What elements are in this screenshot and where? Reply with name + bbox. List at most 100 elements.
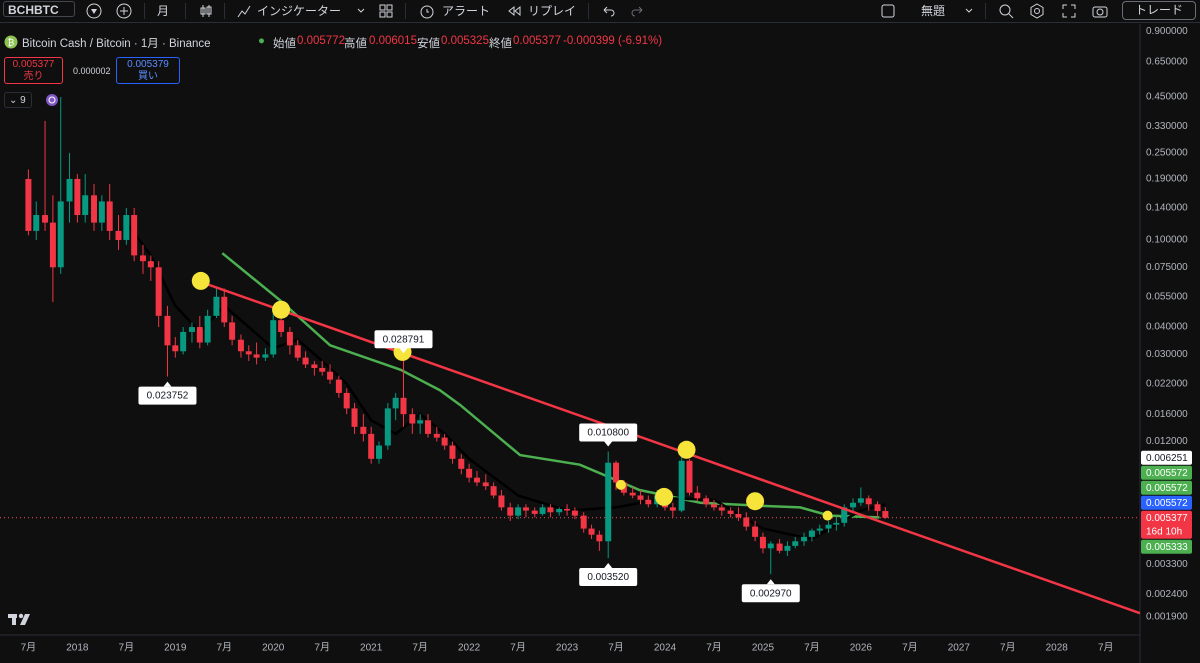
price-tag-label: 0.005377 <box>1146 513 1188 524</box>
candle-body <box>270 320 277 355</box>
candle-body <box>522 507 529 511</box>
alert-icon[interactable] <box>419 3 435 19</box>
undo-button[interactable] <box>600 3 616 19</box>
compare-button[interactable] <box>116 3 132 19</box>
snapshot-button[interactable] <box>1092 3 1108 19</box>
candle-body <box>409 414 416 424</box>
candle-body <box>882 511 889 518</box>
y-tick-label: 0.022000 <box>1146 379 1188 390</box>
y-tick-label: 0.190000 <box>1146 174 1188 185</box>
highlight-marker <box>615 479 626 490</box>
candle-body <box>703 498 710 505</box>
candle-body <box>262 354 269 358</box>
buy-price: 0.005379 <box>127 59 169 70</box>
y-tick-label: 0.100000 <box>1146 235 1188 246</box>
plot: 0.023752 0.028791 0.010800 0.003520 0.002970 <box>0 97 1140 615</box>
price-tag <box>1141 510 1192 539</box>
separator <box>405 3 406 19</box>
x-tick-label: 2019 <box>164 643 187 654</box>
candle-body <box>539 507 546 514</box>
y-tick-label: 0.900000 <box>1146 26 1188 37</box>
x-tick-label: 2025 <box>752 643 775 654</box>
candle-body <box>564 508 571 511</box>
price-tag <box>1141 480 1192 495</box>
candle-body <box>669 507 676 511</box>
symbol-search[interactable]: BCHBTC <box>3 1 75 17</box>
candle-body <box>645 499 652 505</box>
candle-body <box>515 507 522 516</box>
price-tag-label: 0.005572 <box>1146 498 1188 509</box>
layout-checkbox[interactable] <box>880 3 896 19</box>
candle-body <box>42 215 49 223</box>
templates-button[interactable] <box>378 3 394 19</box>
candle-body <box>833 522 840 525</box>
dropdown-icon[interactable] <box>356 3 366 19</box>
callout-pointer <box>399 348 408 354</box>
tv-logo <box>8 613 30 625</box>
indicators-icon[interactable] <box>236 3 252 19</box>
y-tick-label: 0.040000 <box>1146 322 1188 333</box>
price-tag <box>1141 465 1192 480</box>
x-tick-label: 2018 <box>66 643 89 654</box>
status-dot: ● <box>258 35 265 47</box>
candle-body <box>131 215 138 256</box>
fullscreen-button[interactable] <box>1061 3 1077 19</box>
x-tick-label: 2023 <box>556 643 579 654</box>
candle-body <box>253 354 260 358</box>
price-tag-label: 0.006251 <box>1146 453 1188 464</box>
separator <box>185 3 186 19</box>
candle-body <box>759 536 766 549</box>
candle-body <box>458 458 465 469</box>
alert-button[interactable]: アラート <box>442 4 491 18</box>
layout-name[interactable]: 無題 <box>921 4 946 18</box>
callout-label: 0.010800 <box>587 428 629 439</box>
callout-box <box>138 386 197 405</box>
callout-label: 0.023752 <box>147 391 189 402</box>
highlight-marker <box>655 487 674 506</box>
close-value: 0.005377 <box>513 35 561 47</box>
callout-box <box>579 423 638 442</box>
price-tag-label: 0.005572 <box>1146 483 1188 494</box>
indicators-toggle[interactable]: ⌄ 9 <box>4 92 32 108</box>
replay-button[interactable]: リプレイ <box>528 4 577 18</box>
callout-label: 0.028791 <box>383 334 425 345</box>
x-tick-label: 7月 <box>1000 642 1016 654</box>
indicators-button[interactable]: インジケーター <box>257 4 342 18</box>
redo-button[interactable] <box>630 3 646 19</box>
settings-button[interactable] <box>1029 3 1045 19</box>
candle-body <box>327 371 334 380</box>
candle-body <box>449 445 456 459</box>
sell-button[interactable]: 0.005377 売り <box>4 57 63 84</box>
candle-body <box>507 507 514 516</box>
candle-body <box>74 178 81 216</box>
price-tag <box>1141 450 1192 465</box>
candle-body <box>286 331 293 346</box>
symbol-icon[interactable] <box>86 3 102 19</box>
interval-button[interactable]: 月 <box>157 4 170 18</box>
candle-body <box>678 460 685 511</box>
chart-type-button[interactable] <box>198 3 214 19</box>
indicator-icon[interactable] <box>45 93 59 107</box>
high-value: 0.006015 <box>369 35 417 47</box>
trade-button[interactable]: トレード <box>1122 1 1196 20</box>
candle-body <box>147 261 154 268</box>
coin-icon: ₿ <box>4 35 18 49</box>
candle-body <box>776 543 783 551</box>
buy-button[interactable]: 0.005379 買い <box>116 57 180 84</box>
low-label: 安値 <box>417 38 440 50</box>
candle-body <box>311 364 318 368</box>
dropdown-icon[interactable] <box>964 3 974 19</box>
callout-pointer <box>604 441 613 447</box>
candle-body <box>180 331 187 352</box>
candle-body <box>424 420 431 434</box>
candle-body <box>571 510 578 516</box>
y-tick-label: 0.055000 <box>1146 291 1188 302</box>
candle-body <box>302 357 309 365</box>
moving-average <box>221 252 880 519</box>
candle-body <box>710 504 717 508</box>
replay-icon[interactable] <box>506 3 522 19</box>
x-tick-label: 7月 <box>902 642 918 654</box>
search-button[interactable] <box>998 3 1014 19</box>
candle-body <box>874 504 881 512</box>
x-tick-label: 7月 <box>1098 642 1114 654</box>
